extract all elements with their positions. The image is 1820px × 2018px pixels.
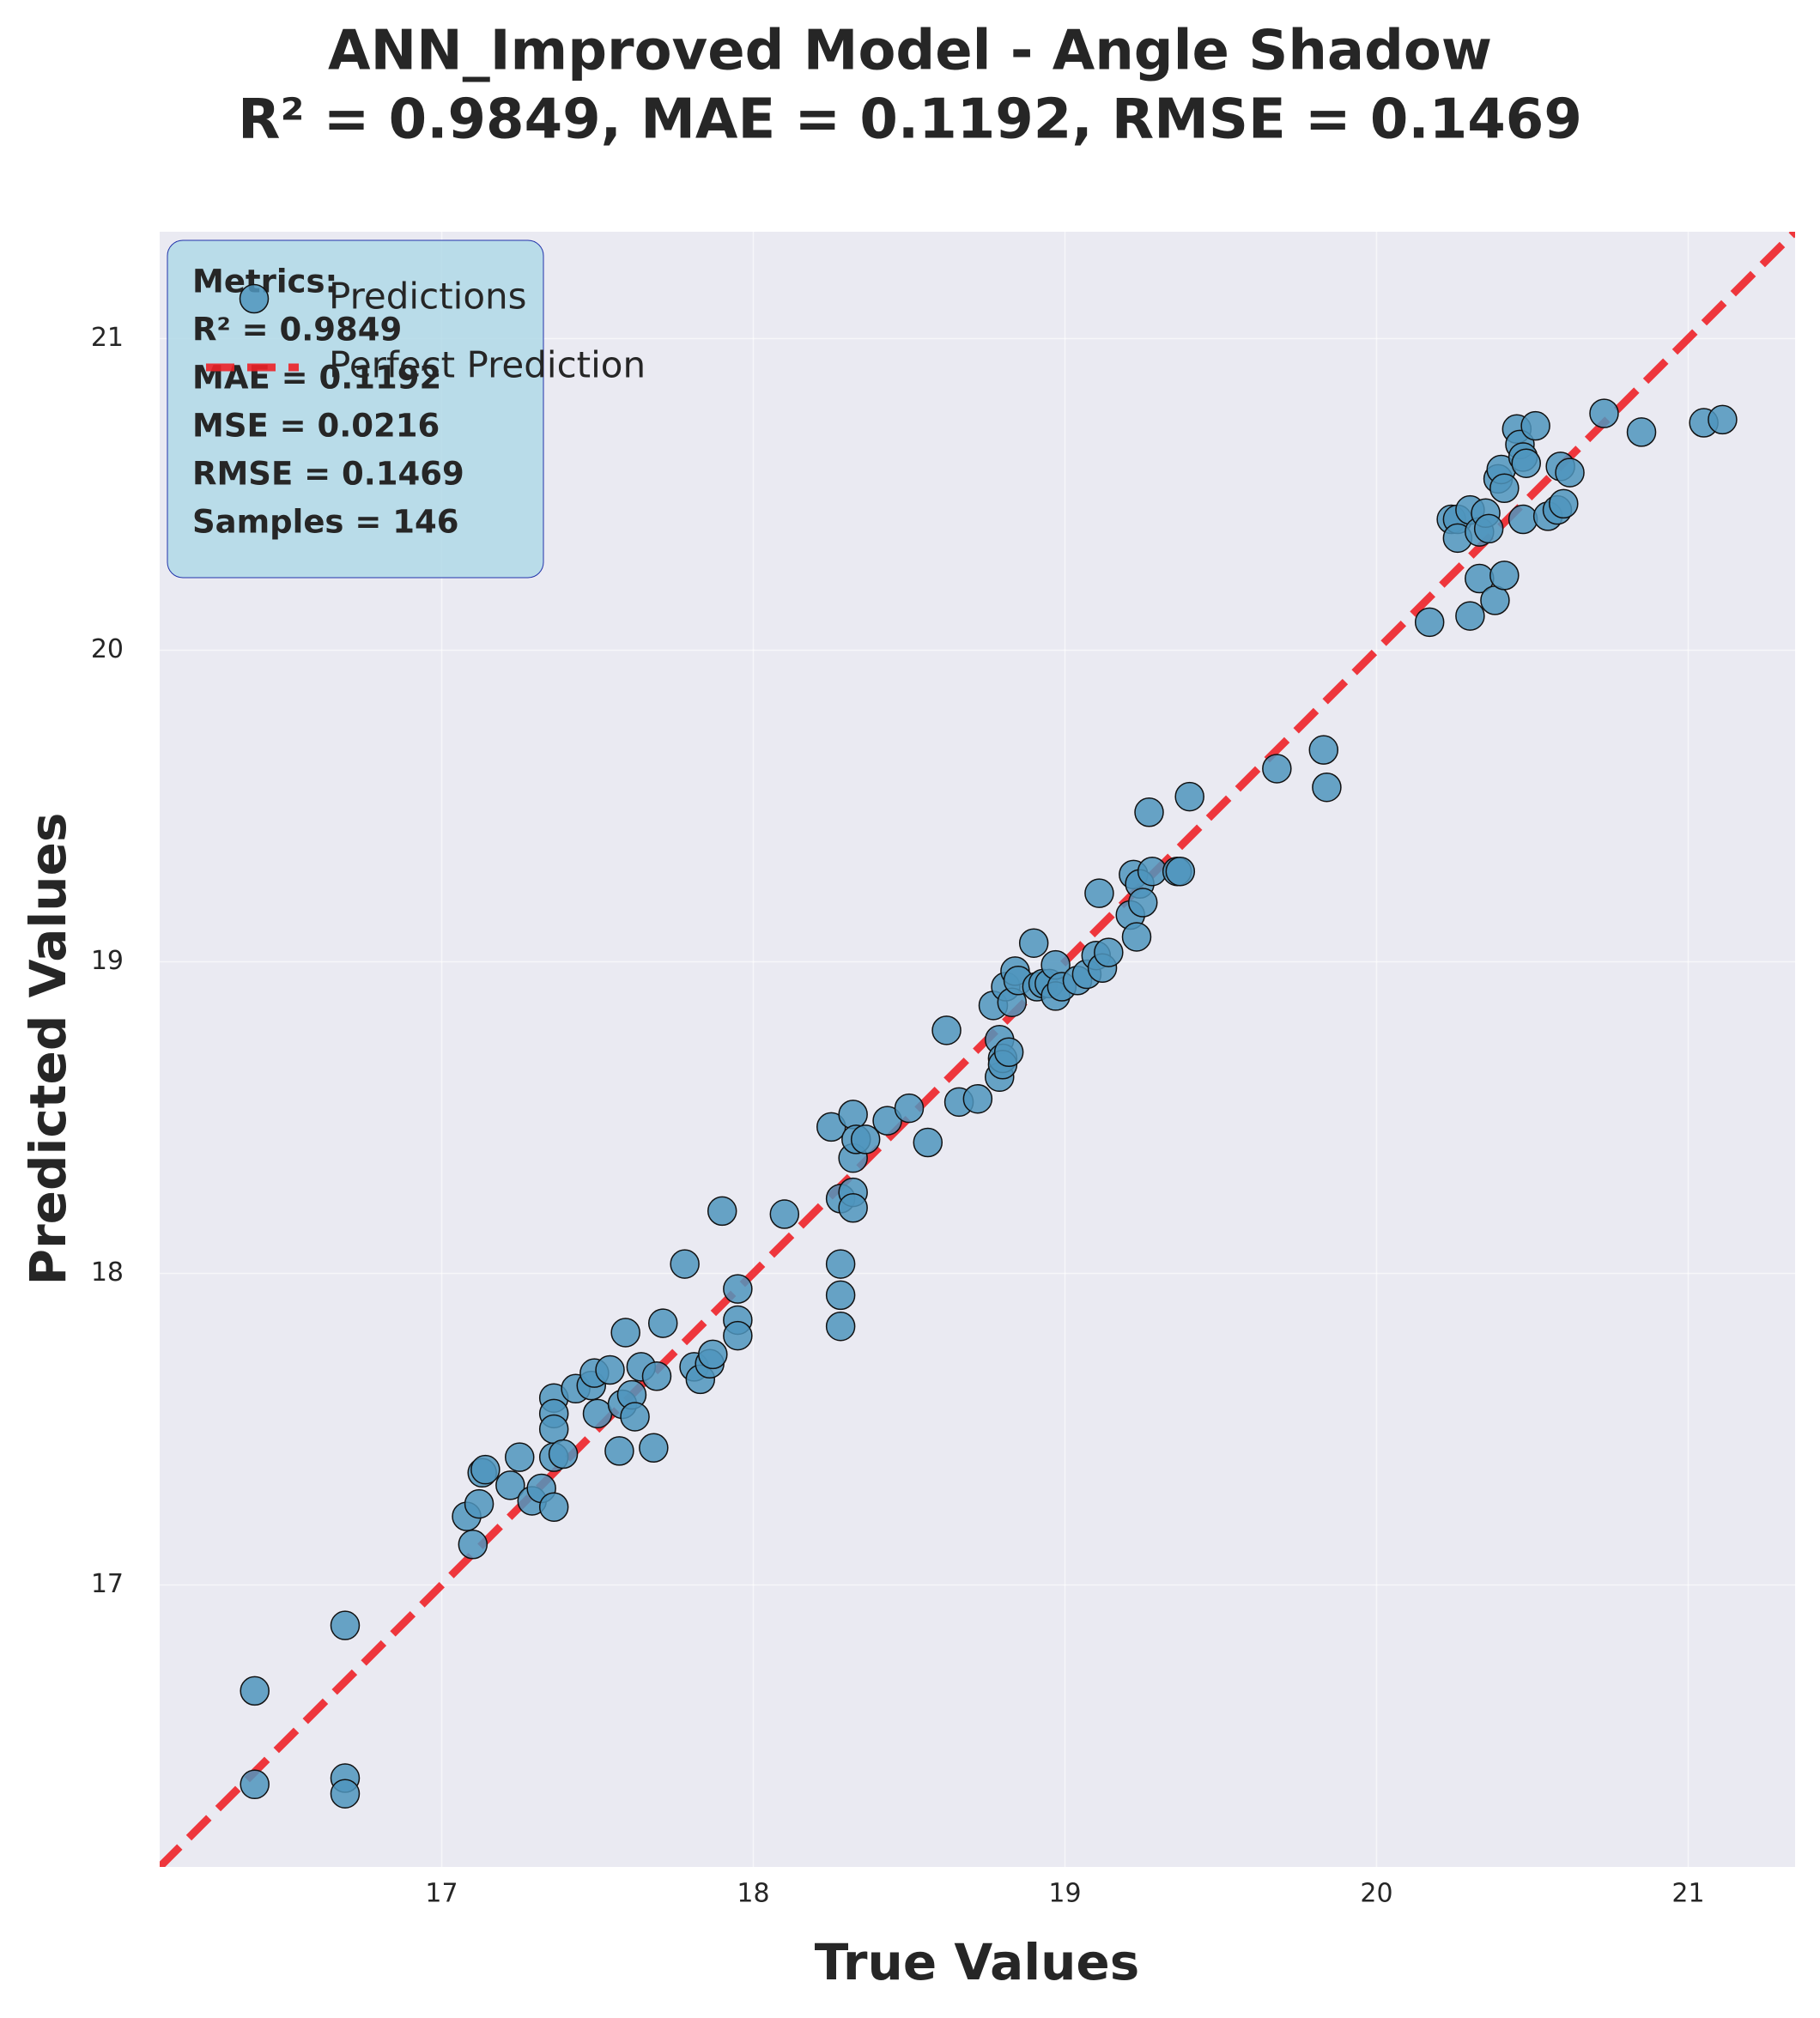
metrics-text: MSE = 0.0216: [192, 408, 440, 445]
scatter-point: [670, 1249, 700, 1279]
scatter-point: [464, 1488, 494, 1519]
scatter-point: [604, 1436, 634, 1466]
scatter-point: [240, 1769, 270, 1800]
chart-subtitle: R² = 0.9849, MAE = 0.1192, RMSE = 0.1469: [238, 88, 1582, 152]
scatter-point: [330, 1779, 361, 1809]
scatter-point: [538, 1414, 569, 1445]
scatter-point: [931, 1015, 962, 1045]
scatter-point: [1128, 888, 1158, 918]
scatter-point: [707, 1196, 737, 1227]
scatter-point: [582, 1398, 613, 1429]
scatter-point: [470, 1454, 500, 1485]
x-tick-label: 17: [425, 1879, 458, 1909]
scatter-point: [548, 1439, 579, 1470]
scatter-point: [1094, 937, 1124, 967]
scatter-point: [1165, 856, 1196, 887]
x-tick-label: 18: [737, 1879, 769, 1909]
metrics-text: Samples = 146: [192, 504, 458, 541]
scatter-point: [1549, 488, 1579, 519]
scatter-point: [495, 1470, 525, 1500]
plot-layer: [160, 232, 1795, 1867]
y-tick-label: 17: [91, 1569, 124, 1599]
scatter-point: [698, 1339, 728, 1370]
scatter-point: [1414, 607, 1445, 638]
legend-label: Perfect Prediction: [329, 344, 646, 386]
scatter-point: [641, 1361, 672, 1391]
scatter-point: [993, 1037, 1024, 1068]
scatter-point: [1312, 772, 1342, 803]
scatter-point: [1626, 417, 1657, 447]
scatter-point: [1480, 585, 1510, 615]
scatter-point: [1489, 561, 1520, 591]
scatter-point: [723, 1274, 753, 1304]
x-tick-label: 19: [1048, 1879, 1081, 1909]
scatter-point: [1455, 601, 1485, 631]
scatter-point: [1174, 781, 1204, 812]
scatter-point: [647, 1308, 678, 1338]
scatter-point: [595, 1354, 625, 1385]
scatter-point: [240, 1676, 270, 1706]
scatter-point: [1262, 754, 1292, 784]
y-tick-label: 19: [91, 946, 124, 976]
scatter-point: [1589, 398, 1619, 428]
scatter-point: [610, 1318, 640, 1348]
chart-title: ANN_Improved Model - Angle Shadow: [328, 20, 1492, 83]
x-tick-label: 21: [1671, 1879, 1704, 1909]
x-tick-label: 20: [1360, 1879, 1392, 1909]
scatter-point: [1134, 797, 1164, 827]
scatter-point: [1511, 448, 1541, 478]
scatter-point: [1555, 458, 1585, 488]
y-tick-label: 18: [91, 1257, 124, 1288]
metrics-text: RMSE = 0.1469: [192, 456, 464, 493]
x-axis-label: True Values: [815, 1933, 1140, 1991]
scatter-point: [330, 1610, 361, 1640]
scatter-point: [1308, 735, 1339, 765]
legend-marker: [239, 283, 270, 314]
scatter-point: [1018, 928, 1049, 958]
scatter-point: [1084, 878, 1114, 908]
scatter-point: [1137, 856, 1168, 887]
scatter-point: [825, 1249, 856, 1279]
scatter-point: [1520, 410, 1550, 441]
scatter-point: [769, 1199, 800, 1229]
scatter-point: [620, 1402, 650, 1432]
scatter-point: [825, 1311, 856, 1342]
scatter-point: [838, 1193, 868, 1223]
scatter-point: [894, 1093, 925, 1124]
scatter-point: [1121, 922, 1152, 952]
y-tick-label: 21: [91, 323, 124, 353]
scatter-point: [458, 1530, 488, 1560]
scatter-point: [1489, 473, 1520, 503]
scatter-point: [962, 1083, 993, 1114]
y-axis-label: Predicted Values: [19, 813, 77, 1286]
scatter-point: [913, 1127, 943, 1158]
scatter-point: [538, 1492, 569, 1522]
scatter-point: [1708, 404, 1738, 435]
scatter-point: [723, 1320, 753, 1351]
scatter-point: [505, 1442, 535, 1472]
scatter-point: [1508, 504, 1538, 535]
y-tick-label: 20: [91, 634, 124, 664]
scatter-point: [1473, 513, 1504, 544]
scatter-point: [850, 1124, 881, 1154]
scatter-point: [639, 1433, 669, 1464]
metrics-text: R² = 0.9849: [192, 312, 402, 348]
legend-label: Predictions: [329, 276, 527, 318]
metrics-box: [167, 239, 544, 579]
scatter-point: [838, 1100, 868, 1130]
scatter-point: [825, 1280, 856, 1311]
reference-line: [160, 232, 1795, 1867]
